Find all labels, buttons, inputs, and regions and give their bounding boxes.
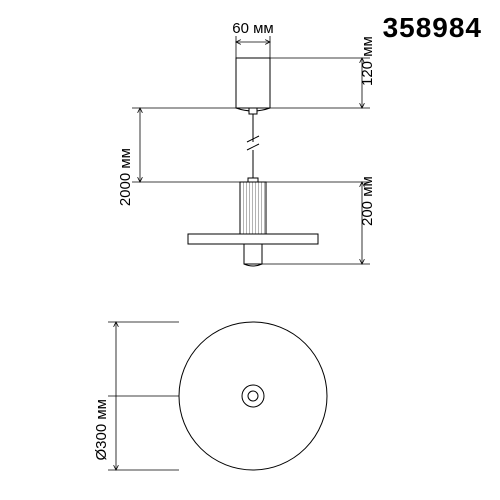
dim-cable-length-label: 2000 мм — [117, 148, 134, 206]
ceiling-canopy — [236, 58, 270, 111]
fluted-stem — [240, 178, 266, 234]
dim-canopy-height: 120 мм — [270, 36, 376, 108]
plan-view — [179, 322, 327, 470]
dim-top-width: 60 мм — [232, 20, 273, 58]
dim-diameter: Ø300 мм — [93, 322, 179, 470]
dim-body-height-label: 200 мм — [359, 176, 376, 226]
cable-outlet — [249, 108, 257, 114]
dim-top-width-label: 60 мм — [232, 20, 273, 37]
light-nozzle — [244, 244, 262, 266]
dim-cable-length: 2000 мм — [117, 108, 240, 206]
diagram-canvas: 358984 — [0, 0, 500, 500]
dim-body-height: 200 мм — [262, 176, 376, 264]
dim-diameter-label: Ø300 мм — [93, 399, 110, 461]
suspension-cable — [247, 114, 259, 182]
dim-canopy-height-label: 120 мм — [359, 36, 376, 86]
disk-side — [188, 234, 318, 244]
technical-drawing: 60 мм 120 мм 200 мм 2000 мм — [0, 0, 500, 500]
